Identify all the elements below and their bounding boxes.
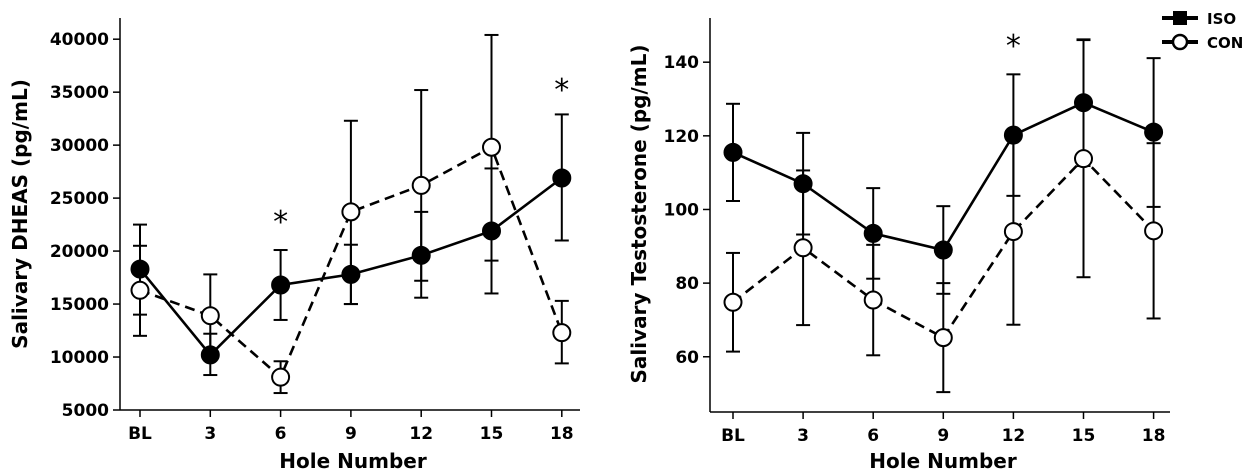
x-tick-label: 18: [550, 424, 574, 444]
x-tick-label: 15: [1072, 426, 1096, 446]
significance-marker: *: [1006, 29, 1021, 64]
x-ticks: BL 3 6 9 12 15 18: [721, 412, 1165, 446]
data-point-con: [1003, 222, 1023, 242]
y-tick-label: 80: [675, 274, 699, 294]
y-tick-label: 20000: [50, 242, 109, 262]
data-point-con: [271, 367, 291, 387]
series-iso: [723, 38, 1164, 295]
data-point-con: [793, 238, 813, 258]
x-tick-label: BL: [721, 426, 745, 446]
series-con: [130, 33, 572, 395]
y-tick-label: 25000: [50, 189, 109, 209]
data-point-iso: [723, 142, 743, 162]
x-tick-label: 12: [1002, 426, 1026, 446]
data-point-iso: [1144, 122, 1164, 142]
x-tick-label: 6: [867, 426, 879, 446]
data-point-con: [200, 306, 220, 326]
y-axis-title: Salivary Testosterone (pg/mL): [627, 45, 651, 384]
data-point-con: [1074, 149, 1093, 169]
y-ticks: 60 80 100 120 140: [664, 53, 710, 368]
x-tick-label: 9: [345, 424, 357, 444]
series-layer: [723, 38, 1164, 394]
data-point-iso: [271, 275, 291, 295]
data-point-con: [341, 202, 361, 222]
y-tick-label: 100: [664, 200, 700, 220]
y-tick-label: 60: [675, 348, 699, 368]
data-point-iso: [863, 223, 883, 243]
significance-marker: *: [273, 205, 288, 240]
legend-entry-iso: ISO: [1162, 10, 1236, 28]
legend-iso-marker: [1173, 11, 1187, 25]
significance-layer: **: [273, 73, 569, 240]
x-tick-label: 3: [797, 426, 809, 446]
x-tick-label: 3: [204, 424, 216, 444]
series-con: [723, 39, 1164, 394]
x-tick-label: 15: [480, 424, 504, 444]
x-ticks: BL 3 6 9 12 15 18: [128, 410, 574, 444]
y-tick-label: 30000: [50, 136, 109, 156]
y-tick-label: 40000: [50, 30, 109, 50]
y-tick-label: 5000: [62, 401, 109, 421]
series-layer: [130, 33, 572, 395]
data-point-con: [482, 137, 501, 157]
legend-con-marker: [1171, 33, 1189, 51]
data-point-iso: [933, 240, 953, 260]
testosterone-chart: Salivary Testosterone (pg/mL) Hole Numbe…: [627, 18, 1170, 473]
data-point-con: [933, 328, 953, 348]
legend-iso-label: ISO: [1207, 10, 1236, 28]
data-point-con: [863, 290, 883, 310]
x-tick-label: 12: [409, 424, 433, 444]
data-point-con: [723, 292, 743, 312]
data-point-con: [411, 175, 431, 195]
significance-marker: *: [554, 73, 569, 108]
x-tick-label: BL: [128, 424, 152, 444]
x-tick-label: 18: [1142, 426, 1166, 446]
data-point-iso: [552, 168, 572, 188]
x-tick-label: 6: [275, 424, 287, 444]
data-point-con: [1144, 221, 1164, 241]
y-tick-label: 120: [664, 127, 700, 147]
data-point-con: [130, 280, 150, 300]
x-axis-title: Hole Number: [279, 449, 427, 473]
y-tick-label: 140: [664, 53, 700, 73]
y-ticks: 5000 10000 15000 20000 25000 30000 35000 40000: [50, 30, 120, 421]
legend: ISO CON: [1162, 10, 1243, 52]
significance-layer: *: [1006, 29, 1021, 64]
x-tick-label: 9: [937, 426, 949, 446]
y-tick-label: 10000: [50, 348, 109, 368]
dheas-chart: Salivary DHEAS (pg/mL) Hole Number 5000 1…: [8, 18, 580, 473]
legend-con-label: CON: [1207, 34, 1243, 52]
x-axis-title: Hole Number: [869, 449, 1017, 473]
y-tick-label: 35000: [50, 83, 109, 103]
data-point-con: [552, 323, 572, 343]
y-tick-label: 15000: [50, 295, 109, 315]
legend-entry-con: CON: [1162, 33, 1243, 52]
y-axis-title: Salivary DHEAS (pg/mL): [8, 79, 32, 349]
